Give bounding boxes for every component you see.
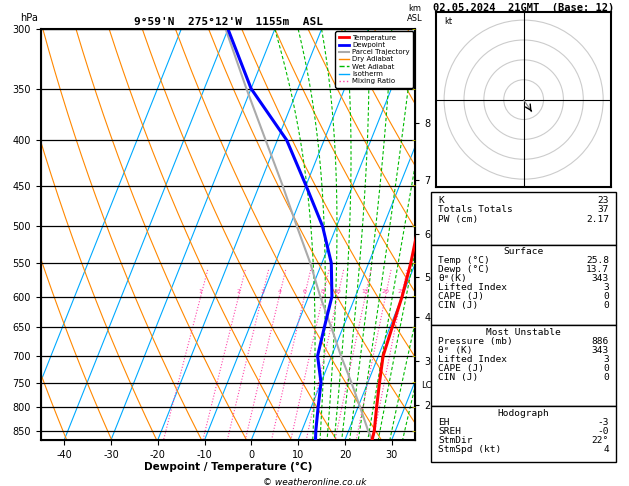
FancyBboxPatch shape [431,192,616,244]
Text: 13.7: 13.7 [586,265,609,274]
Title: 9°59'N  275°12'W  1155m  ASL: 9°59'N 275°12'W 1155m ASL [133,17,323,27]
Text: 8: 8 [321,290,325,295]
Text: © weatheronline.co.uk: © weatheronline.co.uk [263,478,366,486]
Text: -: - [411,402,415,413]
Text: hPa: hPa [20,13,38,23]
Text: 25.8: 25.8 [586,256,609,265]
Text: 3: 3 [603,355,609,364]
Text: 2: 2 [237,290,240,295]
Text: θᵉ(K): θᵉ(K) [438,274,467,283]
FancyBboxPatch shape [431,244,616,326]
Text: 0: 0 [603,373,609,382]
Text: PW (cm): PW (cm) [438,215,479,224]
Text: Temp (°C): Temp (°C) [438,256,490,265]
Legend: Temperature, Dewpoint, Parcel Trajectory, Dry Adiabat, Wet Adiabat, Isotherm, Mi: Temperature, Dewpoint, Parcel Trajectory… [335,31,413,87]
Text: -: - [411,135,415,145]
Text: 15: 15 [362,290,369,295]
Text: 1: 1 [199,290,203,295]
Text: SREH: SREH [438,427,461,436]
Text: 0: 0 [603,364,609,373]
Text: Totals Totals: Totals Totals [438,206,513,214]
Text: Dewp (°C): Dewp (°C) [438,265,490,274]
Text: CAPE (J): CAPE (J) [438,364,484,373]
Text: -: - [411,378,415,387]
Text: Mixing Ratio (g/kg): Mixing Ratio (g/kg) [438,198,447,271]
Text: 20: 20 [382,290,389,295]
Text: Lifted Index: Lifted Index [438,283,507,292]
Text: 886: 886 [592,337,609,346]
Text: 343: 343 [592,346,609,355]
Text: Hodograph: Hodograph [498,409,550,418]
Text: 2.17: 2.17 [586,215,609,224]
Text: -: - [411,351,415,361]
Text: 0: 0 [603,301,609,310]
X-axis label: Dewpoint / Temperature (°C): Dewpoint / Temperature (°C) [144,462,312,472]
Text: 23: 23 [598,196,609,205]
Text: 4: 4 [603,445,609,454]
Text: -: - [411,84,415,94]
Text: -: - [411,181,415,191]
Text: CAPE (J): CAPE (J) [438,292,484,301]
Text: LCL: LCL [421,381,436,390]
Text: -: - [411,221,415,231]
Text: -3: -3 [598,418,609,427]
Text: -: - [411,24,415,34]
Text: 22°: 22° [592,436,609,445]
Text: CIN (J): CIN (J) [438,373,479,382]
Text: 02.05.2024  21GMT  (Base: 12): 02.05.2024 21GMT (Base: 12) [433,3,615,13]
Text: -0: -0 [598,427,609,436]
Text: -: - [411,322,415,332]
Text: 10: 10 [334,290,342,295]
Text: θᵉ (K): θᵉ (K) [438,346,473,355]
Text: Surface: Surface [504,247,543,256]
FancyBboxPatch shape [431,326,616,406]
Text: 4: 4 [277,290,281,295]
Text: EH: EH [438,418,450,427]
Text: kt: kt [444,17,452,26]
Text: 0: 0 [603,292,609,301]
Text: StmSpd (kt): StmSpd (kt) [438,445,501,454]
Text: 3: 3 [603,283,609,292]
FancyBboxPatch shape [431,406,616,462]
Text: Lifted Index: Lifted Index [438,355,507,364]
Text: Pressure (mb): Pressure (mb) [438,337,513,346]
Text: 37: 37 [598,206,609,214]
Text: 6: 6 [303,290,306,295]
Text: Most Unstable: Most Unstable [486,328,561,337]
Text: K: K [438,196,444,205]
Text: km
ASL: km ASL [408,4,423,23]
Text: 25: 25 [398,290,406,295]
Text: -: - [411,426,415,436]
Text: 343: 343 [592,274,609,283]
Text: StmDir: StmDir [438,436,473,445]
Text: 3: 3 [260,290,264,295]
Text: -: - [411,292,415,301]
Text: -: - [411,258,415,268]
Text: CIN (J): CIN (J) [438,301,479,310]
